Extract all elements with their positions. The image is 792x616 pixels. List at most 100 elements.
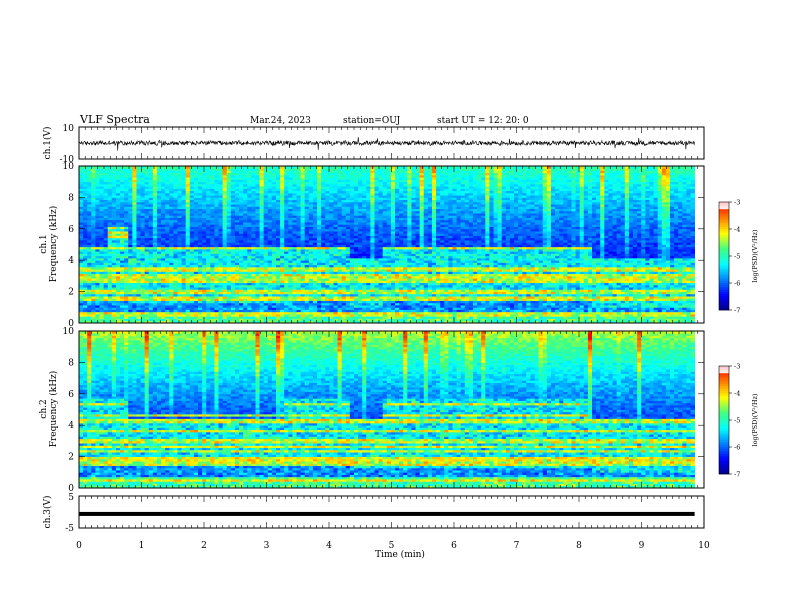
spectrogram-cell bbox=[219, 179, 224, 182]
spectrogram-cell bbox=[136, 202, 141, 205]
spectrogram-cell bbox=[132, 202, 137, 205]
spectrogram-cell bbox=[342, 249, 347, 252]
spectrogram-cell bbox=[219, 289, 224, 292]
spectrogram-cell bbox=[239, 202, 244, 205]
spectrogram-cell bbox=[206, 274, 211, 277]
spectrogram-cell bbox=[87, 242, 92, 245]
spectrogram-cell bbox=[288, 265, 293, 268]
spectrogram-cell bbox=[186, 179, 191, 182]
spectrogram-cell bbox=[301, 280, 306, 283]
spectrogram-cell bbox=[173, 258, 178, 261]
spectrogram-cell bbox=[100, 265, 105, 268]
spectrogram-cell bbox=[342, 186, 347, 189]
spectrogram-cell bbox=[255, 179, 259, 182]
spectrogram-cell bbox=[317, 312, 322, 315]
spectrogram-cell bbox=[132, 289, 137, 292]
spectrogram-cell bbox=[227, 233, 232, 236]
spectrogram-cell bbox=[120, 249, 125, 252]
spectrogram-cell bbox=[235, 170, 240, 173]
spectrogram-cell bbox=[329, 258, 334, 261]
spectrogram-cell bbox=[329, 265, 334, 268]
spectrogram-cell bbox=[83, 312, 88, 315]
spectrogram-cell bbox=[276, 280, 281, 283]
spectrogram-cell bbox=[313, 280, 318, 283]
spectrogram-cell bbox=[305, 218, 310, 221]
spectrogram-cell bbox=[342, 218, 347, 221]
spectrogram-cell bbox=[219, 258, 224, 261]
spectrogram-cell bbox=[182, 280, 187, 283]
spectrogram-cell bbox=[141, 274, 146, 277]
spectrogram-cell bbox=[305, 233, 310, 236]
spectrogram-cell bbox=[280, 280, 285, 283]
spectrogram-cell bbox=[297, 218, 302, 221]
spectrogram-cell bbox=[342, 242, 347, 245]
spectrogram-cell bbox=[338, 265, 343, 268]
spectrogram-cell bbox=[190, 289, 195, 292]
spectrogram-cell bbox=[292, 289, 297, 292]
spectrogram-cell bbox=[153, 195, 158, 198]
spectrogram-cell bbox=[112, 186, 117, 189]
spectrogram-cell bbox=[338, 280, 343, 283]
spectrogram-cell bbox=[173, 186, 178, 189]
spectrogram-cell bbox=[91, 186, 96, 189]
spectrogram-cell bbox=[239, 195, 244, 198]
spectrogram-cell bbox=[321, 258, 326, 261]
spectrogram-cell bbox=[219, 211, 224, 214]
spectrogram-cell bbox=[243, 249, 248, 252]
spectrogram-cell bbox=[329, 296, 334, 299]
spectrogram-cell bbox=[284, 258, 289, 261]
spectrogram-cell bbox=[169, 312, 174, 315]
spectrogram-cell bbox=[173, 211, 178, 214]
spectrogram-cell bbox=[268, 186, 273, 189]
spectrogram-cell bbox=[108, 233, 113, 236]
spectrogram-cell bbox=[309, 233, 314, 236]
spectrogram-cell bbox=[202, 170, 207, 173]
spectrogram-cell bbox=[112, 296, 117, 299]
spectrogram-cell bbox=[95, 265, 100, 268]
spectrogram-cell bbox=[120, 179, 125, 182]
spectrogram-cell bbox=[280, 211, 285, 214]
spectrogram-cell bbox=[350, 280, 355, 283]
spectrogram-cell bbox=[173, 179, 178, 182]
spectrogram-cell bbox=[231, 249, 236, 252]
spectrogram-cell bbox=[338, 296, 343, 299]
spectrogram-cell bbox=[260, 195, 265, 198]
spectrogram-cell bbox=[309, 242, 314, 245]
spectrogram-cell bbox=[169, 265, 174, 268]
spectrogram-cell bbox=[173, 289, 178, 292]
spectrogram-cell bbox=[91, 202, 96, 205]
spectrogram-cell bbox=[313, 179, 318, 182]
spectrogram-cell bbox=[124, 242, 128, 245]
spectrogram-cell bbox=[219, 312, 224, 315]
spectrogram-cell bbox=[124, 186, 128, 189]
spectrogram-cell bbox=[91, 179, 96, 182]
spectrogram-cell bbox=[136, 242, 141, 245]
spectrogram-cell bbox=[292, 258, 297, 261]
spectrogram-cell bbox=[354, 296, 359, 299]
spectrogram-cell bbox=[235, 218, 240, 221]
spectrogram-cell bbox=[309, 258, 314, 261]
spectrogram-cell bbox=[190, 179, 195, 182]
spectrogram-cell bbox=[247, 249, 252, 252]
spectrogram-cell bbox=[354, 195, 359, 198]
spectrogram-cell bbox=[87, 312, 92, 315]
spectrogram-cell bbox=[120, 242, 125, 245]
spectrogram-cell bbox=[321, 195, 326, 198]
spectrogram-cell bbox=[186, 289, 191, 292]
spectrogram-cell bbox=[194, 296, 199, 299]
spectrogram-cell bbox=[104, 218, 109, 221]
spectrogram-cell bbox=[305, 280, 310, 283]
spectrogram-cell bbox=[297, 179, 302, 182]
spectrogram-cell bbox=[145, 274, 150, 277]
spectrogram-cell bbox=[214, 170, 219, 173]
spectrogram-cell bbox=[297, 258, 302, 261]
spectrogram-cell bbox=[227, 289, 232, 292]
spectrogram-cell bbox=[83, 218, 88, 221]
spectrogram-cell bbox=[251, 274, 256, 277]
spectrogram-cell bbox=[112, 274, 117, 277]
spectrogram-cell bbox=[301, 289, 306, 292]
spectrogram-cell bbox=[141, 258, 146, 261]
spectrogram-cell bbox=[346, 312, 351, 315]
spectrogram-cell bbox=[182, 218, 187, 221]
spectrogram-cell bbox=[173, 312, 178, 315]
